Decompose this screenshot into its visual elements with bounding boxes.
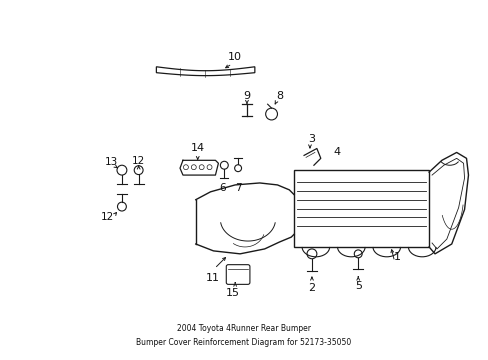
- Text: 14: 14: [190, 144, 204, 153]
- Text: 2004 Toyota 4Runner Rear Bumper
Bumper Cover Reinforcement Diagram for 52173-350: 2004 Toyota 4Runner Rear Bumper Bumper C…: [136, 324, 351, 347]
- Text: 10: 10: [228, 52, 242, 62]
- Text: 11: 11: [205, 274, 219, 283]
- Text: 1: 1: [393, 252, 400, 262]
- Text: 12: 12: [132, 156, 145, 166]
- Text: 9: 9: [243, 91, 250, 101]
- Text: 3: 3: [308, 134, 315, 144]
- Text: 5: 5: [354, 281, 361, 291]
- Text: 2: 2: [308, 283, 315, 293]
- Text: 6: 6: [219, 183, 225, 193]
- Text: 8: 8: [275, 91, 283, 101]
- Bar: [294, 170, 428, 247]
- Text: 13: 13: [104, 157, 118, 167]
- Text: 15: 15: [226, 288, 240, 298]
- Text: 7: 7: [234, 183, 241, 193]
- Text: 12: 12: [101, 212, 114, 222]
- Text: 4: 4: [332, 148, 340, 157]
